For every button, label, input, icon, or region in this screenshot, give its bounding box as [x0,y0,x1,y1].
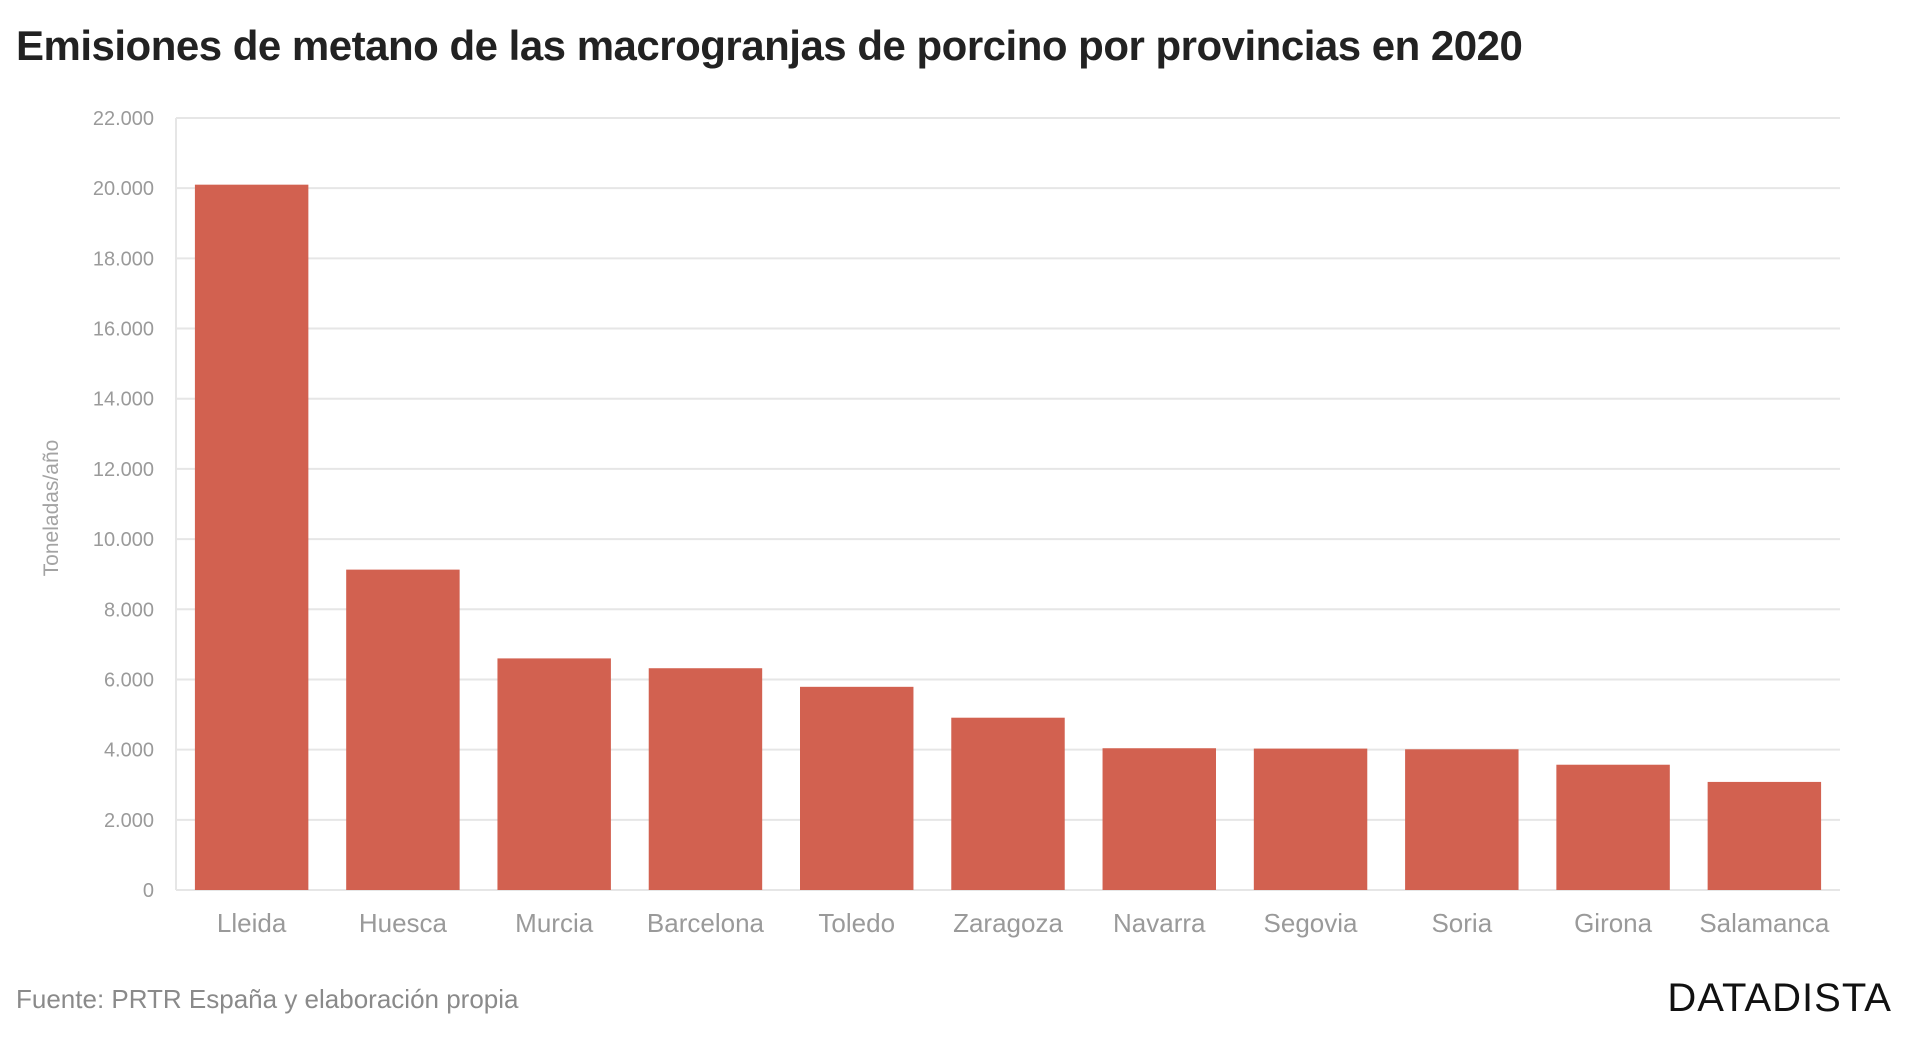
x-tick-label: Barcelona [647,908,765,938]
x-tick-label: Navarra [1113,908,1206,938]
bars [194,184,1822,890]
y-tick-label: 2.000 [104,810,154,832]
bar-navarra [1102,748,1216,890]
x-tick-label: Soria [1431,908,1492,938]
bar-zaragoza [951,717,1065,890]
x-tick-label: Murcia [515,908,594,938]
y-axis-ticks: 0 2.000 4.000 6.000 8.000 10.000 12.000 14.000 1… [93,108,154,902]
x-tick-label: Segovia [1264,908,1358,938]
bar-girona [1556,764,1670,890]
bar-segovia [1253,748,1368,890]
x-axis-labels: Lleida Huesca Murcia Barcelona Toledo Zaragoz… [217,908,1830,938]
bar-toledo [800,686,914,890]
x-tick-label: Huesca [359,908,448,938]
bar-soria [1405,749,1519,890]
y-tick-label: 14.000 [93,389,154,411]
x-tick-label: Lleida [217,908,287,938]
x-tick-label: Girona [1574,908,1653,938]
y-tick-label: 12.000 [93,459,154,481]
bar-chart: 0 2.000 4.000 6.000 8.000 10.000 12.000 14.000 1… [40,108,1840,938]
y-tick-label: 8.000 [104,599,154,621]
y-tick-label: 22.000 [93,108,154,130]
x-tick-label: Zaragoza [953,908,1063,938]
bar-salamanca [1707,781,1822,890]
y-tick-label: 16.000 [93,319,154,341]
y-tick-label: 6.000 [104,669,154,691]
bar-lleida [194,184,309,890]
bar-barcelona [648,668,763,890]
y-axis-title: Toneladas/año [40,440,63,577]
y-tick-label: 20.000 [93,178,154,200]
bar-huesca [346,569,460,890]
source-note: Fuente: PRTR España y elaboración propia [16,984,519,1014]
bar-murcia [497,658,611,890]
y-tick-label: 10.000 [93,529,154,551]
brand-logo: DATADISTA [1667,976,1892,1020]
chart-title: Emisiones de metano de las macrogranjas … [16,22,1523,69]
x-tick-label: Salamanca [1699,908,1830,938]
y-tick-label: 0 [143,880,154,902]
x-tick-label: Toledo [818,908,895,938]
y-tick-label: 4.000 [104,740,154,762]
y-tick-label: 18.000 [93,248,154,270]
